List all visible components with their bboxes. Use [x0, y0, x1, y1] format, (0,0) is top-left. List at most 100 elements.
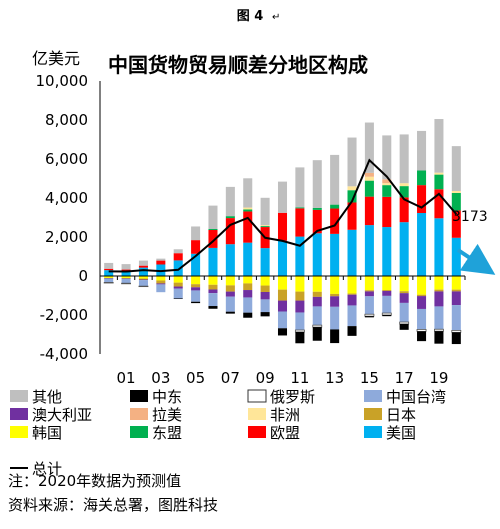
figure-label: 图 4	[237, 9, 264, 24]
bar-segment-eu	[399, 197, 409, 223]
bar-segment-other	[138, 260, 148, 266]
bar-segment-middle_east	[225, 311, 235, 314]
bar-segment-asean	[399, 186, 409, 198]
legend-label-australia: 澳大利亚	[32, 406, 92, 424]
bar-segment-russia	[434, 328, 444, 332]
bar-segment-middle_east	[260, 312, 270, 317]
x-axis: 01 03 05 07 09 11 13 15 17 19	[99, 81, 466, 387]
legend-swatch-eu	[248, 426, 266, 438]
bar-segment-eu	[312, 209, 322, 234]
bar-segment-asean	[260, 226, 270, 228]
bar-segment-other	[382, 135, 392, 180]
bar-segment-usa	[243, 242, 253, 276]
bar-segment-middle_east	[382, 315, 392, 317]
y-tick-label: 8,000	[45, 111, 88, 129]
bar-segment-africa	[434, 172, 444, 175]
bar-segment-australia	[382, 291, 392, 296]
bar-segment-japan	[173, 282, 183, 287]
bar-segment-latin_america	[364, 172, 374, 177]
bar-segment-japan	[243, 283, 253, 291]
bar-segment-eu	[417, 185, 427, 214]
bar-segment-korea	[208, 276, 218, 285]
bar-segment-eu	[156, 260, 166, 265]
bar-segment-japan	[347, 293, 357, 295]
bar-segment-japan	[277, 289, 288, 301]
bar-segment-eu	[121, 269, 131, 271]
bar-segment-africa	[451, 190, 461, 193]
bar-segment-taiwan	[434, 306, 444, 330]
bar-segment-middle_east	[277, 328, 288, 336]
total-line	[108, 158, 458, 273]
bar-segment-australia	[104, 278, 114, 279]
legend-swatch-asean	[130, 426, 148, 438]
x-tick-label: 17	[395, 369, 414, 387]
bar-segment-usa	[364, 225, 374, 276]
bar-segment-australia	[173, 286, 183, 289]
bar-segment-australia	[191, 287, 201, 291]
bar-segment-taiwan	[121, 278, 131, 284]
bar-segment-usa	[382, 227, 392, 276]
bar-segment-eu	[225, 218, 235, 245]
bar-segment-taiwan	[156, 284, 166, 293]
bar-segment-taiwan	[330, 306, 340, 330]
bar-segment-taiwan	[225, 296, 235, 312]
figure-mark: ↵	[272, 12, 280, 23]
legend-label-taiwan: 中国台湾	[386, 388, 446, 406]
bar-segment-middle_east	[312, 327, 322, 341]
bar-segment-africa	[364, 176, 374, 181]
bar-segment-other	[156, 258, 166, 261]
chart-title: 中国货物贸易顺差分地区构成	[108, 53, 368, 77]
bar-segment-russia	[121, 282, 131, 285]
y-tick-label: -2,000	[40, 306, 88, 324]
bar-segment-eu	[295, 208, 305, 237]
bar-segment-australia	[225, 291, 235, 297]
bar-segment-usa	[138, 267, 148, 276]
bar-segment-usa	[312, 233, 322, 276]
bar-segment-africa	[243, 207, 253, 210]
bar-segment-eu	[330, 208, 340, 234]
bar-segment-asean	[382, 185, 392, 197]
y-tick-label: 6,000	[45, 150, 88, 168]
bar-segment-other	[364, 122, 374, 173]
x-tick-label: 19	[429, 369, 448, 387]
bar-segment-eu	[347, 202, 357, 230]
bar-segment-asean	[225, 216, 235, 219]
bar-segment-africa	[382, 183, 392, 186]
bar-segment-taiwan	[451, 305, 461, 331]
bar-segment-usa	[451, 237, 461, 276]
bar-segment-usa	[208, 247, 218, 276]
legend-swatch-latin_america	[130, 408, 148, 420]
bar-segment-japan	[417, 294, 427, 297]
bar-segment-japan	[208, 284, 218, 290]
bar-segment-other	[104, 262, 114, 269]
legend-swatch-japan	[364, 408, 382, 420]
bar-segment-australia	[121, 278, 131, 280]
bar-segment-other	[208, 205, 218, 230]
bar-segment-middle_east	[451, 332, 461, 345]
legend-label-russia: 俄罗斯	[270, 388, 315, 406]
bar-segment-korea	[277, 276, 288, 290]
bar-segment-middle_east	[191, 301, 201, 304]
bar-segment-middle_east	[347, 326, 357, 336]
bar-segment-russia	[451, 330, 462, 333]
bar-segment-korea	[121, 276, 131, 279]
bar-segment-other	[451, 146, 461, 191]
x-tick-label: 03	[151, 369, 170, 387]
bar-segment-korea	[243, 276, 253, 284]
bar-segment-australia	[417, 296, 427, 309]
bar-segment-taiwan	[104, 278, 114, 283]
legend-swatch-usa	[364, 426, 382, 438]
bar-segment-usa	[330, 233, 340, 276]
total-annotation: 3173	[452, 209, 488, 225]
bar-segment-asean	[417, 170, 427, 186]
x-tick-label: 05	[186, 369, 205, 387]
bar-segment-other	[173, 249, 183, 254]
bar-segment-taiwan	[173, 288, 183, 299]
bar-segment-usa	[260, 248, 270, 276]
bar-segment-usa	[434, 218, 444, 276]
bar-segment-australia	[156, 283, 166, 285]
bar-segment-russia	[138, 285, 149, 288]
y-tick-label: 4,000	[45, 189, 88, 207]
bar-segment-africa	[399, 183, 409, 187]
bar-segment-australia	[260, 291, 270, 300]
